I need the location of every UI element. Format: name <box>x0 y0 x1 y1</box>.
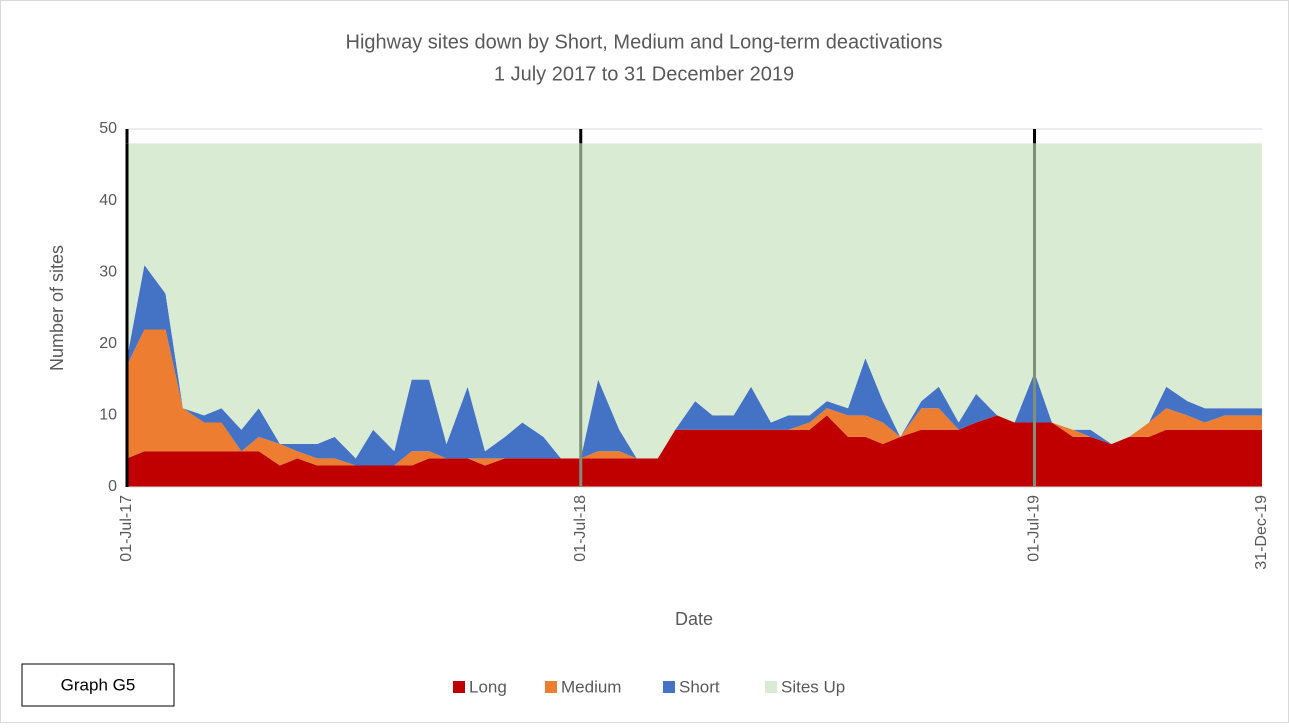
y-axis-label: Number of sites <box>47 245 67 371</box>
legend-swatch <box>663 681 675 693</box>
area <box>127 415 1262 487</box>
legend-swatch <box>545 681 557 693</box>
y-tick-label: 50 <box>99 120 117 137</box>
legend-label: Sites Up <box>781 677 845 696</box>
y-tick-label: 10 <box>99 407 117 424</box>
legend-label: Long <box>469 677 507 696</box>
y-tick-label: 40 <box>99 192 117 209</box>
chart-title: Highway sites down by Short, Medium and … <box>346 31 943 53</box>
legend-swatch <box>765 681 777 693</box>
y-tick-label: 0 <box>108 478 117 495</box>
annotation: Graph G5 <box>61 675 136 694</box>
x-tick-label: 01-Jul-18 <box>572 495 589 562</box>
area <box>127 143 1262 459</box>
x-tick-label: 01-Jul-19 <box>1026 495 1043 562</box>
annotation-box <box>21 663 175 707</box>
x-tick-label: 01-Jul-17 <box>118 495 135 562</box>
legend-label: Medium <box>561 677 621 696</box>
y-tick-label: 20 <box>99 335 117 352</box>
x-axis-label: Date <box>675 609 713 629</box>
legend-swatch <box>453 681 465 693</box>
y-tick-label: 30 <box>99 263 117 280</box>
area <box>127 265 1262 466</box>
chart-subtitle: 1 July 2017 to 31 December 2019 <box>494 63 794 85</box>
legend-label: Short <box>679 677 720 696</box>
x-tick-label: 31-Dec-19 <box>1253 495 1270 570</box>
